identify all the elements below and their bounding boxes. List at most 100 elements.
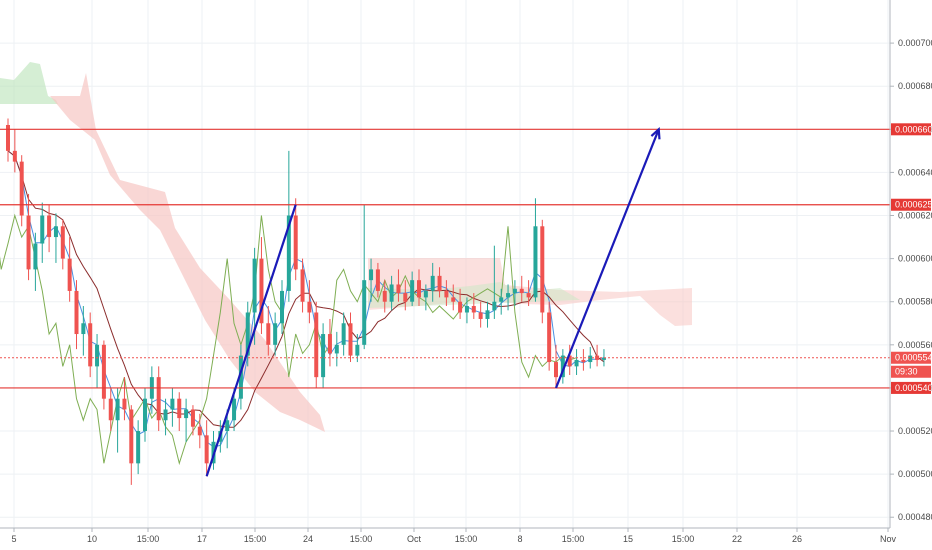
trend-arrow-line[interactable]: [554, 128, 660, 389]
x-tick-label: 5: [11, 534, 16, 544]
candle-body: [232, 398, 237, 421]
x-tick-label: 15:00: [455, 534, 478, 544]
candle-body: [177, 398, 182, 419]
y-tick-label: 0.000620: [898, 211, 932, 221]
candle-body: [444, 290, 449, 298]
candle-body: [382, 290, 387, 302]
candle-body: [540, 226, 545, 313]
candle-body: [348, 323, 353, 356]
candle-body: [12, 150, 17, 162]
y-tick-label: 0.000700: [898, 38, 932, 48]
candle-body: [40, 215, 45, 244]
candle-body: [26, 215, 31, 270]
x-tick-label: 26: [792, 534, 802, 544]
candle-body: [33, 243, 38, 270]
candle-body: [156, 377, 161, 421]
y-tick-label: 0.000640: [898, 167, 932, 177]
candle-body: [225, 420, 230, 432]
candle-body: [60, 226, 65, 259]
x-tick-label: 15:00: [562, 534, 585, 544]
candle-body: [259, 258, 264, 324]
current-price-tag: 0.000554: [895, 353, 932, 363]
candle-body: [321, 334, 326, 378]
cloud-bull: [0, 62, 58, 104]
candle-body: [464, 306, 469, 313]
kijun-line: [7, 150, 605, 428]
trend-arrowhead: [650, 126, 661, 140]
indicator-lines: [0, 150, 605, 466]
y-tick-label: 0.000560: [898, 340, 932, 350]
candle-body: [554, 362, 558, 378]
trend-arrow-line[interactable]: [205, 204, 297, 477]
candle-body: [136, 431, 141, 464]
candle-body: [245, 312, 250, 356]
candle-body: [19, 161, 24, 216]
candle-body: [369, 269, 374, 281]
countdown-tag: 09:30: [895, 367, 918, 377]
candle-body: [430, 275, 435, 291]
level-tag: 0.000660: [895, 124, 932, 134]
candle-body: [485, 310, 490, 319]
candle-body: [115, 398, 120, 421]
candle-body: [47, 215, 52, 238]
candle-body: [170, 398, 175, 410]
candle-body: [410, 280, 415, 302]
x-tick-label: 17: [197, 534, 207, 544]
horizontal-levels: [0, 128, 890, 389]
candle-body: [197, 426, 202, 436]
y-tick-label: 0.000580: [898, 297, 932, 307]
x-tick-label: 15:00: [244, 534, 267, 544]
candle-body: [108, 398, 113, 421]
candle-body: [437, 275, 442, 291]
cloud-bear: [50, 73, 325, 432]
candle-body: [526, 293, 531, 298]
current-price-tag-bg: [891, 351, 931, 364]
candle-body: [458, 301, 463, 313]
candle-body: [190, 409, 195, 427]
candle-body: [314, 312, 319, 378]
candle-body: [547, 312, 552, 363]
candle-body: [286, 215, 291, 291]
candle-body: [204, 435, 209, 464]
y-tick-label: 0.000500: [898, 469, 932, 479]
level-tag-bg: [891, 123, 931, 136]
candle-body: [341, 323, 346, 345]
candle-body: [471, 306, 476, 313]
candle-body: [417, 280, 421, 298]
candle-body: [327, 334, 332, 354]
candle-body: [588, 355, 593, 363]
candle-body: [143, 398, 147, 432]
candle-body: [74, 290, 79, 335]
x-tick-label: 15:00: [672, 534, 695, 544]
candle-body: [163, 409, 168, 421]
candle-body: [451, 297, 456, 302]
candle-body: [307, 301, 312, 313]
candle-body: [499, 297, 504, 302]
x-tick-label: 24: [303, 534, 313, 544]
x-tick-label: 10: [87, 534, 97, 544]
candle-body: [396, 284, 401, 294]
candle-body: [574, 359, 579, 367]
candle-body: [129, 409, 134, 464]
trend-arrows: [205, 126, 661, 477]
grid: [0, 0, 890, 528]
candle-body: [506, 293, 511, 298]
y-tick-label: 0.000600: [898, 254, 932, 264]
candle-body: [300, 269, 305, 302]
candle-body: [519, 288, 524, 294]
x-tick-label: 15:00: [137, 534, 160, 544]
candle-body: [334, 344, 339, 354]
candle-body: [601, 357, 606, 360]
y-tick-label: 0.000480: [898, 512, 932, 522]
candle-body: [389, 284, 394, 302]
x-tick-label: Nov: [880, 534, 897, 544]
x-tick-label: 8: [517, 534, 522, 544]
chikou-line: [0, 213, 577, 466]
candle-body: [560, 355, 565, 378]
x-tick-label: 15:00: [350, 534, 373, 544]
candle-body: [581, 359, 586, 363]
candle-body: [478, 312, 483, 319]
x-tick-label: 22: [732, 534, 742, 544]
